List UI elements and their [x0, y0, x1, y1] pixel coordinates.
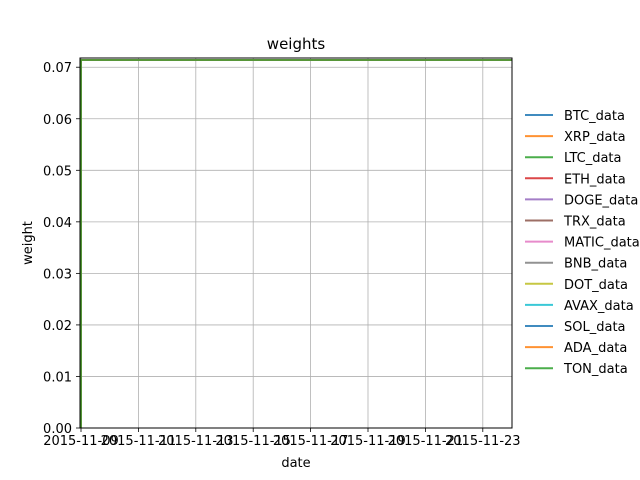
- series-path: [80, 59, 512, 428]
- series-line: [80, 59, 512, 428]
- series-path: [80, 59, 512, 428]
- legend-label: SOL_data: [564, 320, 626, 335]
- y-tick-label: 0.04: [43, 216, 72, 231]
- x-tick-label: 2015-11-09: [43, 434, 119, 449]
- legend-label: BTC_data: [564, 109, 625, 124]
- series-line: [80, 59, 512, 428]
- legend-label: BNB_data: [564, 257, 627, 272]
- x-axis-ticks: 2015-11-092015-11-112015-11-132015-11-15…: [43, 428, 521, 449]
- legend-item: LTC_data: [525, 151, 622, 166]
- legend-item: ADA_data: [525, 341, 627, 356]
- series-path: [80, 59, 512, 428]
- series-line: [80, 59, 512, 428]
- x-tick-label: 2015-11-13: [158, 434, 234, 449]
- series-line: [80, 59, 512, 428]
- x-tick-label: 2015-11-15: [215, 434, 291, 449]
- series-line: [80, 59, 512, 428]
- legend-label: AVAX_data: [564, 299, 634, 314]
- y-tick-label: 0.07: [43, 61, 72, 76]
- series-line: [80, 59, 512, 428]
- legend-item: BTC_data: [525, 109, 625, 124]
- series-path: [80, 59, 512, 428]
- legend-item: ETH_data: [525, 172, 626, 187]
- series-line: [80, 59, 512, 428]
- y-tick-label: 0.03: [43, 267, 72, 282]
- legend-item: MATIC_data: [525, 236, 640, 251]
- y-axis-label: weight: [21, 221, 36, 265]
- series-line: [80, 59, 512, 428]
- chart-title: weights: [267, 35, 326, 53]
- legend-label: DOT_data: [564, 278, 628, 293]
- legend-label: DOGE_data: [564, 193, 638, 208]
- series-line: [80, 59, 512, 428]
- x-tick-label: 2015-11-23: [445, 434, 521, 449]
- legend-label: ETH_data: [564, 172, 626, 187]
- legend-label: ADA_data: [564, 341, 627, 356]
- legend-item: AVAX_data: [525, 299, 634, 314]
- legend-item: DOT_data: [525, 278, 628, 293]
- series-path: [80, 59, 512, 428]
- legend-label: MATIC_data: [564, 236, 640, 251]
- legend-item: SOL_data: [525, 320, 626, 335]
- x-tick-label: 2015-11-19: [330, 434, 406, 449]
- series-path: [80, 59, 512, 428]
- series-path: [80, 59, 512, 428]
- legend: BTC_data XRP_data LTC_data ETH_data DOGE_dat…: [525, 109, 640, 377]
- legend-item: DOGE_data: [525, 193, 638, 208]
- x-tick-label: 2015-11-21: [388, 434, 464, 449]
- y-tick-label: 0.05: [43, 164, 72, 179]
- x-tick-label: 2015-11-17: [273, 434, 349, 449]
- y-tick-label: 0.02: [43, 319, 72, 334]
- series-path: [80, 59, 512, 428]
- series-line: [80, 59, 512, 428]
- series-path: [80, 59, 512, 428]
- series-path: [80, 59, 512, 428]
- legend-item: BNB_data: [525, 257, 627, 272]
- legend-label: LTC_data: [564, 151, 622, 166]
- series-lines: [80, 59, 512, 428]
- x-axis-label: date: [281, 456, 310, 471]
- series-path: [80, 59, 512, 428]
- legend-item: TON_data: [525, 362, 628, 377]
- series-line: [80, 59, 512, 428]
- series-line: [80, 59, 512, 428]
- x-tick-label: 2015-11-11: [101, 434, 177, 449]
- legend-label: TRX_data: [563, 215, 626, 230]
- legend-label: XRP_data: [564, 130, 626, 145]
- series-path: [80, 59, 512, 428]
- grid: [80, 58, 512, 429]
- legend-item: TRX_data: [525, 215, 626, 230]
- plot-frame: [79, 57, 513, 429]
- y-tick-label: 0.01: [43, 370, 72, 385]
- y-axis-ticks: 0.00 0.01 0.02 0.03 0.04 0.05 0.06 0.07: [43, 61, 80, 437]
- legend-label: TON_data: [563, 362, 628, 377]
- series-path: [80, 59, 512, 428]
- y-tick-label: 0.00: [43, 422, 72, 437]
- y-tick-label: 0.06: [43, 113, 72, 128]
- legend-item: XRP_data: [525, 130, 626, 145]
- series-line: [80, 59, 512, 428]
